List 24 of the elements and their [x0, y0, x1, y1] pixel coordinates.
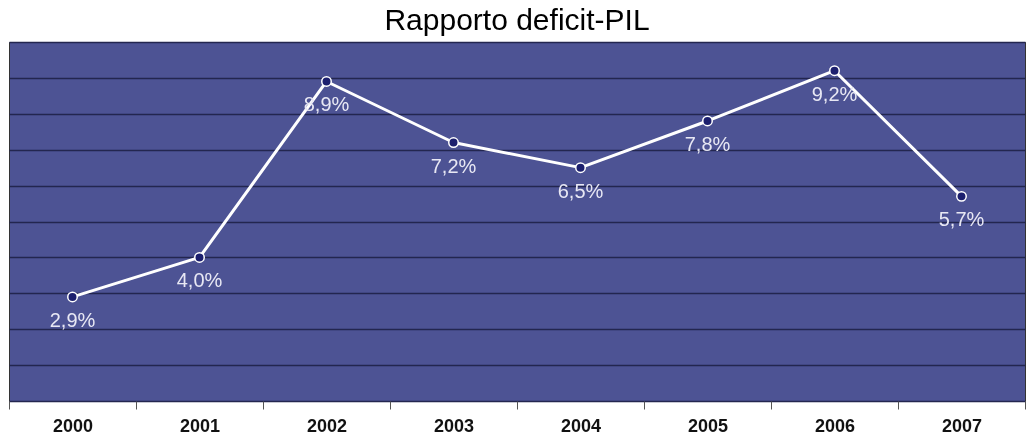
data-label: 7,2%	[430, 154, 477, 177]
point	[194, 251, 205, 263]
point	[448, 137, 459, 148]
x-tick-label: 2005	[687, 415, 729, 436]
point	[321, 76, 332, 87]
point	[956, 190, 967, 202]
data-label: 5,7%	[938, 208, 985, 231]
data-label: 6,5%	[557, 179, 604, 202]
x-tick-label: 2002	[306, 415, 348, 436]
point	[829, 65, 840, 77]
x-tick-label: 2000	[52, 415, 94, 436]
data-label: 9,2%	[811, 82, 858, 105]
point	[702, 115, 713, 127]
x-tick-label: 2006	[814, 415, 856, 436]
point	[575, 162, 586, 174]
x-tick-label: 2007	[941, 415, 983, 436]
chart-title: Rapporto deficit-PIL	[384, 3, 650, 36]
data-label: 4,0%	[176, 269, 223, 292]
x-tick-label: 2004	[560, 415, 602, 436]
x-tick-label: 2001	[179, 415, 221, 436]
data-label: 2,9%	[49, 308, 96, 331]
data-label: 7,8%	[684, 132, 731, 155]
x-tick-label: 2003	[433, 415, 475, 436]
point	[67, 291, 78, 303]
